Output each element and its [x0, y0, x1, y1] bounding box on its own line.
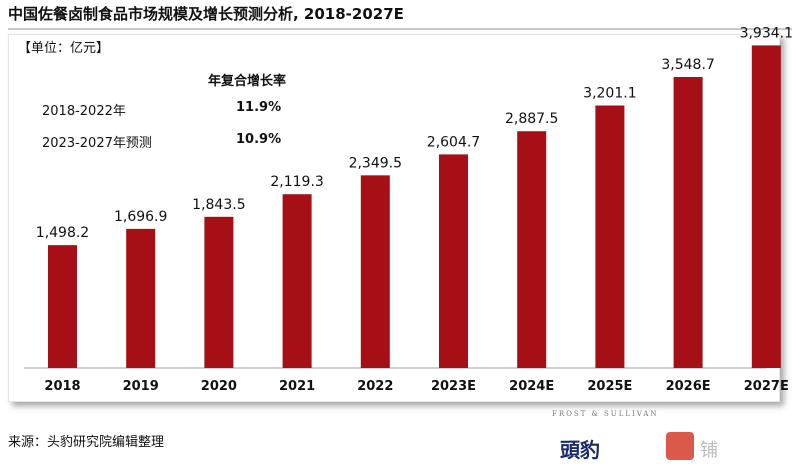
value-labels-group: 1,498.2 1,696.9 1,843.5 2,119.3 2,349.5 2,604…	[36, 25, 793, 241]
value-label-2022: 2,349.5	[349, 155, 402, 171]
cagr-period-2: 2023-2027年预测	[42, 136, 152, 151]
bar-2022	[360, 175, 390, 368]
x-tick-2022: 2022	[357, 379, 393, 394]
store-logo-icon	[666, 432, 694, 460]
bar-2023E	[439, 154, 468, 368]
x-tick-2025E: 2025E	[587, 379, 632, 394]
value-label-2025E: 3,201.1	[583, 86, 636, 102]
value-label-2026E: 3,548.7	[661, 57, 714, 73]
cagr-rate-1: 11.9%	[236, 100, 282, 115]
bar-2018	[48, 245, 77, 368]
chart-panel	[8, 34, 780, 402]
bar-2019	[126, 228, 156, 368]
value-label-2019: 1,696.9	[114, 209, 167, 225]
unit-label: 【单位：亿元】	[18, 41, 110, 56]
brand-watermark: 頭豹	[560, 438, 600, 462]
bar-2021	[282, 194, 312, 368]
x-tick-2026E: 2026E	[666, 379, 711, 394]
store-watermark: 铺	[700, 440, 718, 461]
x-tick-labels-group: 2018 2019 2020 2021 2022 2023E 2024E 2025E 2026E…	[44, 379, 788, 394]
x-tick-2024E: 2024E	[509, 379, 554, 394]
bar-2024E	[517, 131, 547, 368]
x-tick-2018: 2018	[44, 379, 80, 394]
x-tick-2020: 2020	[201, 379, 237, 394]
value-label-2027E: 3,934.1	[740, 25, 793, 41]
bar-2027E	[751, 45, 781, 368]
value-label-2020: 1,843.5	[192, 197, 245, 213]
cagr-period-1: 2018-2022年	[42, 104, 126, 119]
x-tick-2021: 2021	[279, 379, 315, 394]
x-tick-2027E: 2027E	[744, 379, 789, 394]
bar-2025E	[595, 105, 625, 368]
bars-group	[48, 45, 781, 369]
x-tick-2023E: 2023E	[431, 379, 476, 394]
cagr-heading: 年复合增长率	[208, 74, 287, 89]
chart-title: 中国佐餐卤制食品市场规模及增长预测分析, 2018-2027E	[8, 5, 404, 23]
value-label-2018: 1,498.2	[36, 225, 89, 241]
title-divider	[8, 28, 792, 30]
bar-2020	[204, 216, 234, 368]
value-label-2023E: 2,604.7	[427, 134, 480, 150]
frost-sullivan-watermark: FROST & SULLIVAN	[552, 410, 659, 418]
bar-2026E	[673, 77, 703, 369]
cagr-rate-2: 10.9%	[236, 132, 282, 147]
x-tick-2019: 2019	[123, 379, 159, 394]
value-label-2024E: 2,887.5	[505, 111, 558, 127]
source-note: 来源：头豹研究院编辑整理	[8, 435, 165, 450]
value-label-2021: 2,119.3	[270, 174, 323, 190]
